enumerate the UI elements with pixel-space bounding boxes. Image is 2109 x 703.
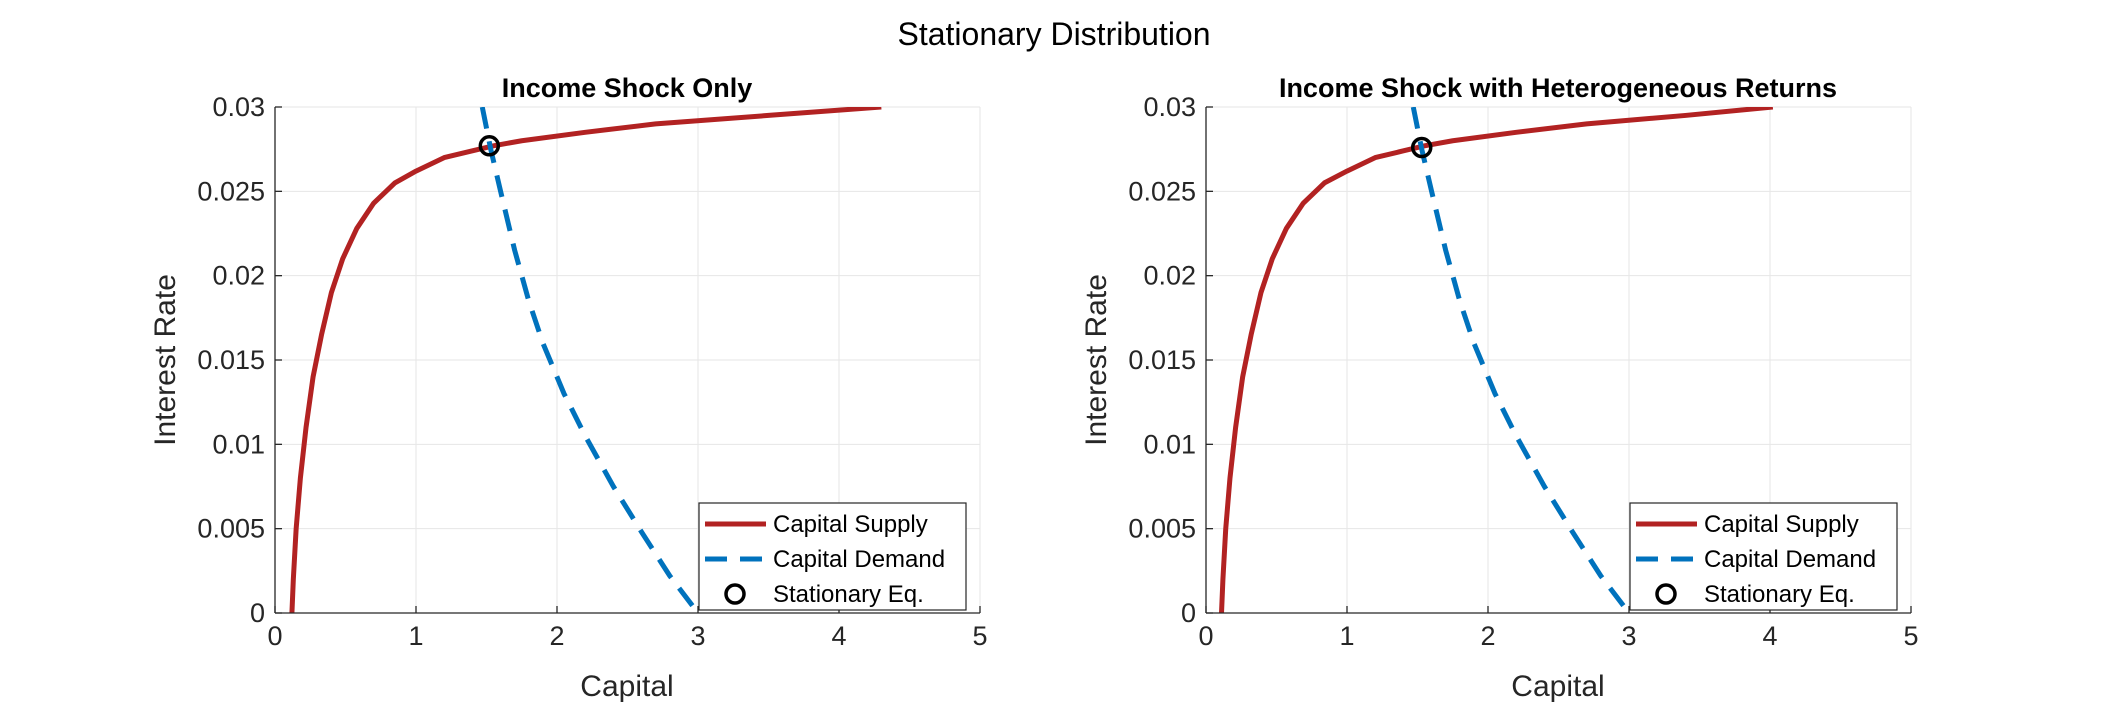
y-tick-label: 0.03 [212, 92, 265, 122]
y-axis-label: Interest Rate [1080, 274, 1113, 446]
legend-label: Capital Demand [773, 546, 945, 573]
x-tick-label: 3 [690, 621, 705, 651]
legend: Capital Supply Capital Demand Stationary E… [698, 502, 967, 611]
legend-label: Capital Supply [1704, 511, 1859, 538]
x-tick-label: 5 [972, 621, 987, 651]
plot-area: 0 1 2 3 4 5 0 0.005 0.01 0.015 0.02 0.025 0.03 Capita… [197, 92, 987, 651]
legend: Capital Supply Capital Demand Stationary E… [1629, 502, 1898, 611]
y-tick-label: 0.02 [1143, 261, 1196, 291]
y-tick-label: 0.01 [212, 429, 265, 459]
legend-marker-equilibrium [1655, 583, 1677, 605]
y-tick-label: 0 [250, 598, 265, 628]
y-tick-label: 0.025 [197, 176, 265, 206]
equilibrium-marker [1410, 136, 1433, 159]
y-tick-label: 0.015 [1128, 345, 1196, 375]
figure-title: Stationary Distribution [897, 16, 1210, 52]
equilibrium-marker [478, 135, 501, 157]
x-tick-label: 4 [831, 621, 846, 651]
x-tick-label: 0 [1198, 621, 1213, 651]
y-tick-label: 0.01 [1143, 429, 1196, 459]
x-tick-label: 1 [408, 621, 423, 651]
y-tick-label: 0 [1181, 598, 1196, 628]
y-tick-label: 0.02 [212, 261, 265, 291]
x-tick-label: 2 [549, 621, 564, 651]
legend-label: Stationary Eq. [773, 581, 924, 608]
x-axis-label: Capital [1511, 670, 1604, 703]
chart-panel-income-shock-only: 0 1 2 3 4 5 0 0.005 0.01 0.015 0.02 0.025 0.03 Capita… [149, 73, 988, 703]
legend-marker-equilibrium [724, 583, 746, 605]
y-axis-label: Interest Rate [149, 274, 182, 446]
legend-label: Capital Demand [1704, 546, 1876, 573]
capital-demand-line [1410, 107, 1631, 613]
plot-area: 0 1 2 3 4 5 0 0.005 0.01 0.015 0.02 0.025 0.03 Capita… [1128, 92, 1918, 651]
capital-demand-line [479, 107, 700, 613]
x-tick-label: 1 [1339, 621, 1354, 651]
y-tick-label: 0.03 [1143, 92, 1196, 122]
x-tick-label: 5 [1903, 621, 1918, 651]
x-axis-label: Capital [580, 670, 673, 703]
capital-supply-line [1219, 107, 1774, 613]
legend-label: Stationary Eq. [1704, 581, 1855, 608]
capital-supply-line [289, 107, 882, 613]
y-tick-label: 0.015 [197, 345, 265, 375]
y-tick-label: 0.005 [197, 514, 265, 544]
panel-title: Income Shock Only [502, 73, 753, 103]
y-tick-label: 0.005 [1128, 514, 1196, 544]
x-tick-label: 4 [1762, 621, 1777, 651]
legend-label: Capital Supply [773, 511, 928, 538]
chart-panel-heterogeneous-returns: 0 1 2 3 4 5 0 0.005 0.01 0.015 0.02 0.025 0.03 Capita… [1080, 73, 1919, 703]
x-tick-label: 3 [1621, 621, 1636, 651]
x-tick-label: 2 [1480, 621, 1495, 651]
panel-title: Income Shock with Heterogeneous Returns [1279, 73, 1837, 103]
x-tick-label: 0 [267, 621, 282, 651]
y-tick-label: 0.025 [1128, 176, 1196, 206]
